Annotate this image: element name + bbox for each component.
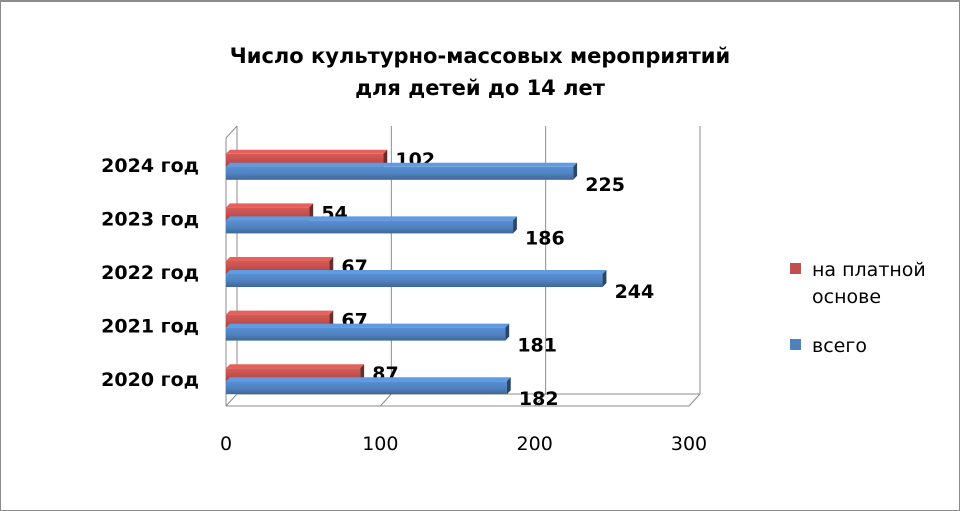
legend-swatch-всего bbox=[790, 339, 801, 350]
chart-title: Число культурно-массовых мероприятий для… bbox=[180, 40, 780, 104]
x-tick-label-3: 300 bbox=[671, 433, 707, 455]
data-label-всего-1: 181 bbox=[517, 335, 557, 357]
bar-всего-3 bbox=[226, 216, 517, 234]
data-label-всего-0: 182 bbox=[519, 388, 559, 410]
floor-tick-3 bbox=[688, 393, 701, 407]
chart-title-line-2: для детей до 14 лет bbox=[355, 76, 605, 100]
floor-tick-2 bbox=[534, 393, 547, 407]
chart-title-line-1: Число культурно-массовых мероприятий bbox=[229, 44, 731, 68]
category-label-0: 2020 год bbox=[101, 369, 199, 391]
data-label-всего-4: 225 bbox=[585, 174, 625, 196]
legend-label-всего: всего bbox=[812, 335, 867, 357]
bar-всего-2 bbox=[226, 270, 607, 287]
data-label-всего-3: 186 bbox=[525, 227, 565, 249]
bar-всего-4 bbox=[226, 162, 578, 180]
axis-top-edge bbox=[225, 125, 238, 139]
bar-всего-1 bbox=[226, 323, 510, 341]
x-tick-label-1: 100 bbox=[362, 433, 398, 455]
x-tick-label-0: 0 bbox=[220, 433, 232, 455]
category-label-3: 2023 год bbox=[101, 208, 199, 230]
floor-tick-0 bbox=[225, 393, 238, 407]
category-label-1: 2021 год bbox=[101, 316, 199, 338]
legend-swatch-на-платной-основе bbox=[790, 263, 801, 274]
bar-всего-0 bbox=[226, 377, 511, 395]
legend: на платной основе всего bbox=[790, 259, 926, 357]
legend-label-на-платной-основе: на платной основе bbox=[812, 259, 926, 308]
x-tick-label-2: 200 bbox=[517, 433, 553, 455]
category-label-2: 2022 год bbox=[101, 262, 199, 284]
data-label-всего-2: 244 bbox=[615, 281, 655, 303]
floor-tick-1 bbox=[379, 393, 392, 407]
category-label-4: 2024 год bbox=[101, 155, 199, 177]
